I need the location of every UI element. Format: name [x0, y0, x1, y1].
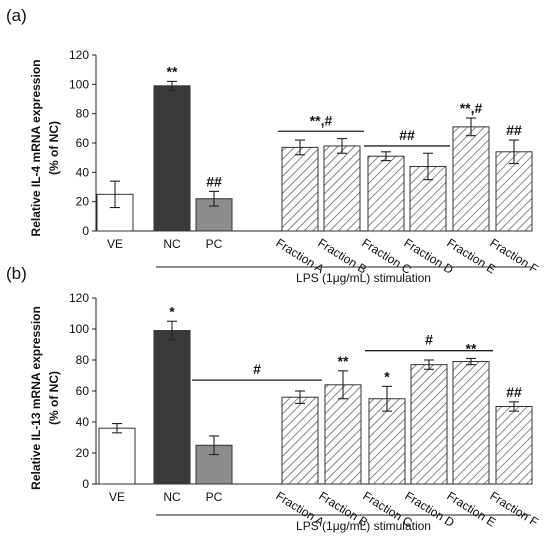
significance-label: **: [338, 353, 349, 369]
y-tick-label: 80: [76, 107, 90, 121]
panel-b: (b) Relative IL-13 mRNA expression (% of…: [6, 264, 541, 533]
x-axis-label: LPS (1μg/mL) stimulation: [296, 519, 431, 533]
y-tick-label: 20: [76, 195, 90, 209]
bar: [495, 406, 533, 485]
y-tick-label: 60: [76, 384, 90, 398]
category-label: Fraction F: [487, 489, 540, 529]
y-tick-label: 40: [76, 165, 90, 179]
y-tick-label: 60: [76, 136, 90, 150]
bar: [153, 85, 191, 232]
y-axis-label: Relative IL-4 mRNA expression: [29, 60, 43, 237]
comparison-label: #: [425, 332, 433, 348]
x-axis-label: LPS (1μg/mL) stimulation: [296, 271, 431, 285]
comparison-label: #: [253, 361, 261, 377]
comparison-label: **,#: [310, 112, 333, 128]
category-label: NC: [163, 490, 181, 504]
significance-label: *: [169, 303, 175, 319]
bar: [324, 384, 362, 485]
bar: [452, 361, 490, 485]
bar: [323, 145, 361, 232]
y-tick-label: 80: [76, 353, 90, 367]
y-axis-label-unit: (% of NC): [47, 121, 61, 175]
y-tick-label: 100: [69, 322, 89, 336]
significance-label: ##: [206, 173, 222, 189]
comparison-label: ##: [399, 127, 415, 143]
panel-label: (b): [6, 264, 27, 283]
category-label: VE: [107, 237, 123, 251]
bar: [98, 427, 136, 485]
panel-a: (a) Relative IL-4 mRNA expression (% of …: [6, 6, 541, 285]
significance-label: **,#: [460, 100, 483, 116]
significance-label: **: [466, 340, 477, 356]
category-label: PC: [206, 237, 223, 251]
bar: [367, 155, 405, 232]
category-label: NC: [163, 237, 181, 251]
y-axis-label-unit: (% of NC): [47, 371, 61, 425]
y-tick-label: 0: [82, 224, 89, 238]
bar: [281, 146, 319, 232]
y-tick-label: 0: [82, 477, 89, 491]
significance-label: *: [384, 368, 390, 384]
significance-label: ##: [506, 384, 522, 400]
y-tick-label: 120: [69, 48, 89, 62]
bar: [452, 126, 490, 232]
significance-label: **: [167, 63, 178, 79]
y-axis-label: Relative IL-13 mRNA expression: [29, 306, 43, 490]
bar: [281, 396, 319, 485]
significance-label: ##: [506, 122, 522, 138]
panel-label: (a): [6, 6, 27, 25]
category-label: Fraction F: [487, 236, 540, 276]
bar: [410, 364, 448, 485]
y-tick-label: 40: [76, 415, 90, 429]
bar: [153, 330, 191, 485]
y-tick-label: 120: [69, 291, 89, 305]
y-tick-label: 20: [76, 446, 90, 460]
y-tick-label: 100: [69, 77, 89, 91]
category-label: PC: [206, 490, 223, 504]
category-label: VE: [109, 490, 125, 504]
